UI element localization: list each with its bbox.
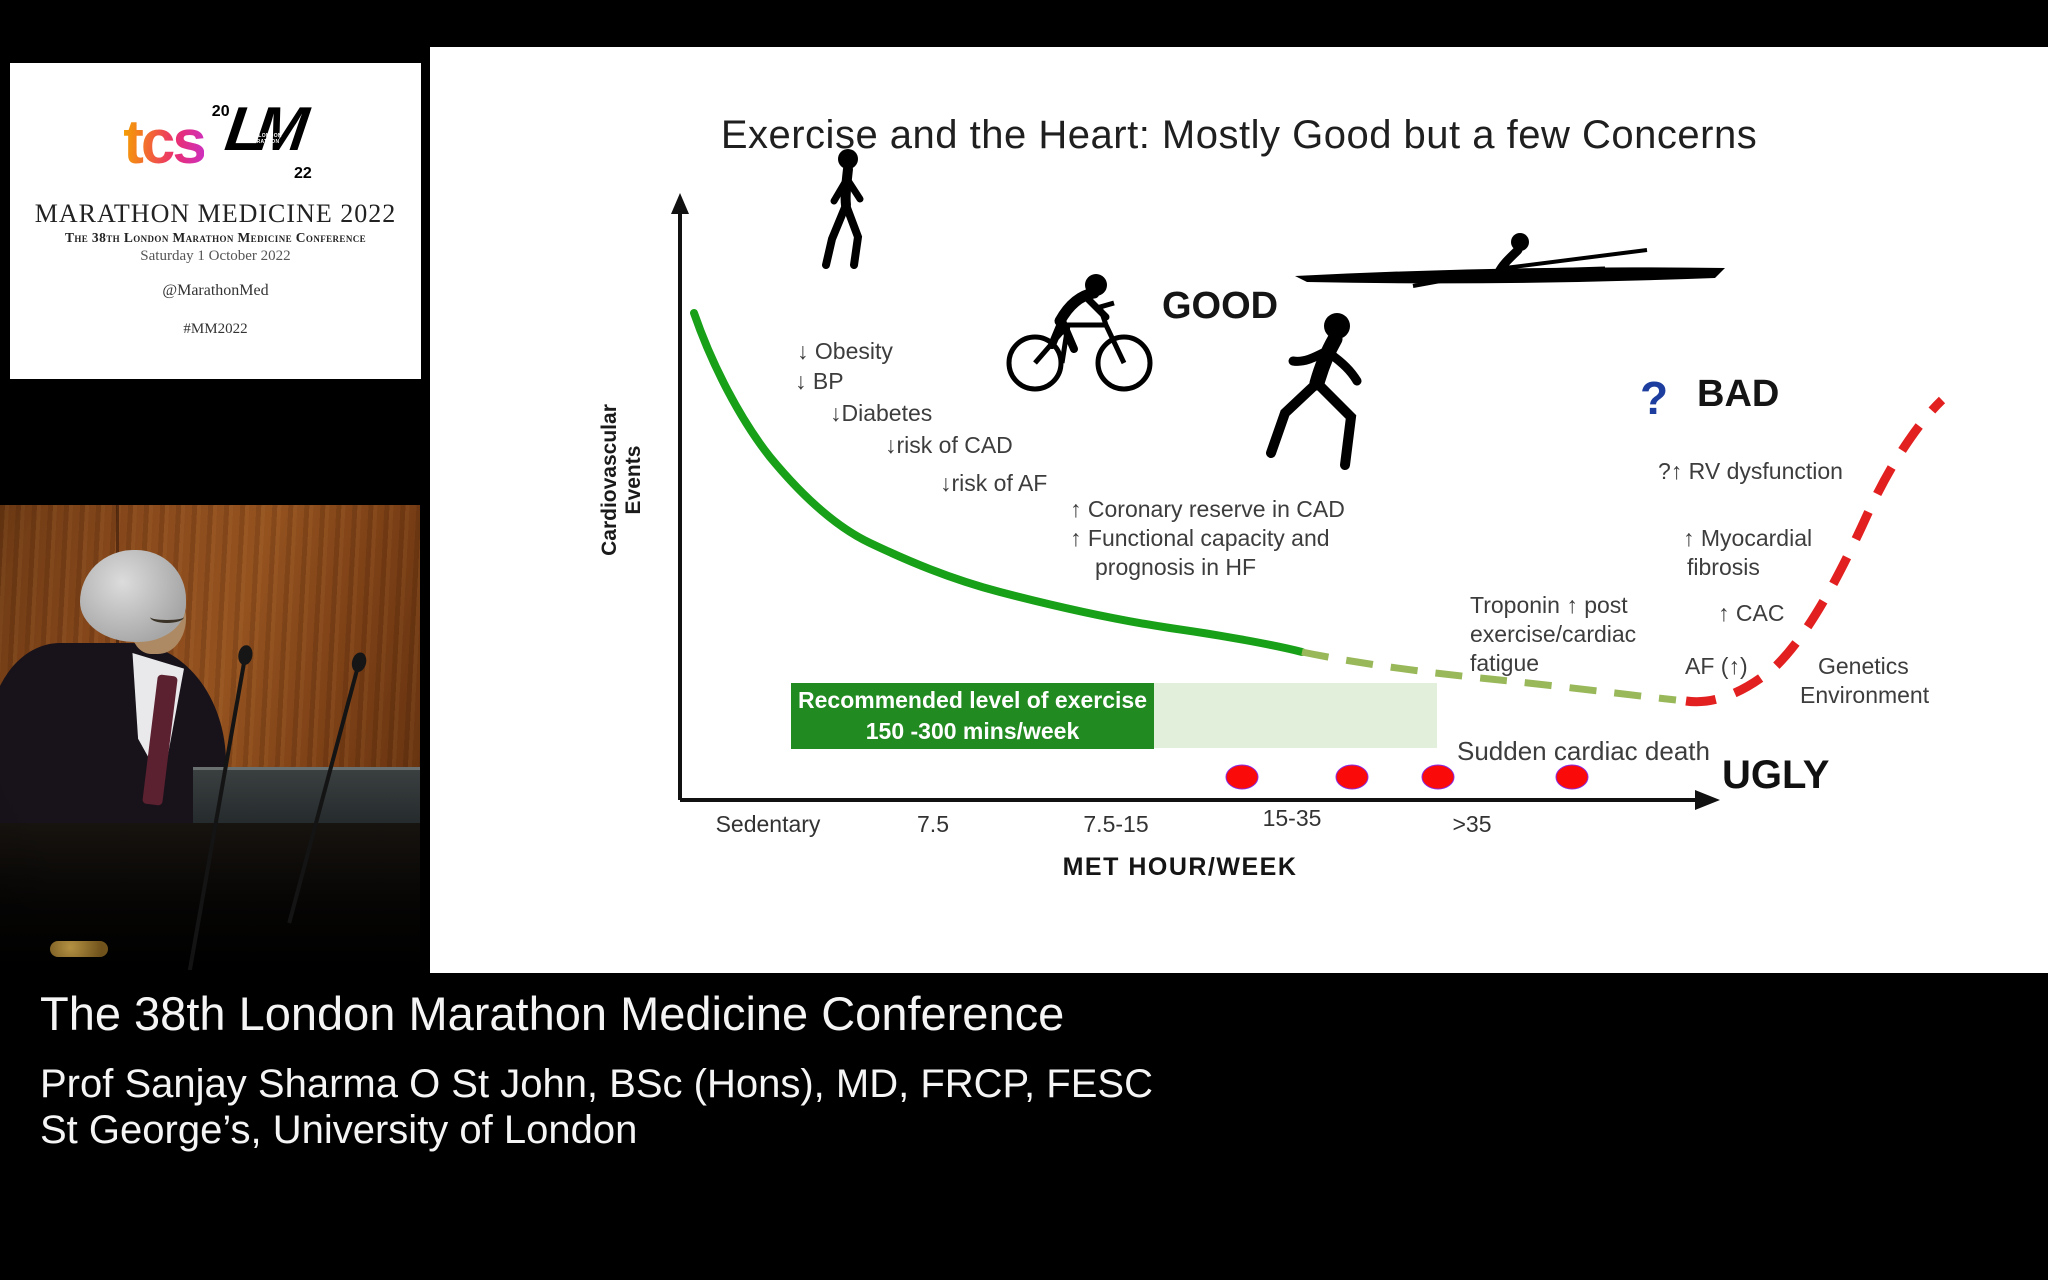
note-genetics: Genetics	[1818, 653, 1909, 679]
presenter-glasses	[150, 611, 184, 623]
x-axis-title: MET HOUR/WEEK	[1062, 853, 1298, 881]
ugly-label: UGLY	[1722, 753, 1830, 797]
recommended-band-extension	[1154, 683, 1437, 748]
x-axis-arrow-icon	[1695, 790, 1720, 810]
note-diabetes: ↓Diabetes	[830, 400, 933, 426]
london-marathon-monogram: 20 LM TCS LONDON MARATHON 22	[211, 95, 312, 182]
death-dot	[1335, 764, 1369, 790]
lectern-brass-fitting	[50, 941, 108, 957]
lm-monogram-letters: LM	[221, 95, 305, 164]
rower-icon	[1295, 233, 1725, 288]
card-subtitle: The 38th London Marathon Medicine Confer…	[64, 230, 367, 245]
note-af: AF (↑)	[1685, 653, 1748, 679]
x-tick-15-35: 15-35	[1262, 805, 1322, 831]
card-title: MARATHON MEDICINE 2022	[34, 199, 397, 228]
runner-icon	[1266, 313, 1362, 470]
conference-badge-card: tcs 20 LM TCS LONDON MARATHON 22 MARATHO…	[10, 63, 421, 379]
note-troponin-3: fatigue	[1470, 650, 1540, 676]
logo-year-bottom: 22	[294, 165, 312, 182]
uncertain-curve	[1301, 648, 1677, 704]
y-axis-label: Cardiovascular Events	[598, 404, 645, 556]
death-dot	[1555, 764, 1589, 790]
note-risk-cad: ↓risk of CAD	[885, 432, 1013, 458]
video-vignette	[0, 505, 420, 970]
speaker-video	[0, 505, 420, 970]
walking-person-icon	[822, 149, 864, 269]
sudden-cardiac-death-dots	[1225, 764, 1589, 790]
recommended-line1: Recommended level of exercise	[798, 687, 1147, 713]
presentation-slide: Exercise and the Heart: Mostly Good but …	[430, 47, 2048, 973]
caption-affiliation: St George’s, University of London	[40, 1108, 638, 1152]
note-troponin-2: exercise/cardiac	[1470, 621, 1637, 647]
recommended-exercise-box: Recommended level of exercise 150 -300 m…	[791, 683, 1154, 749]
presenter-hair	[80, 550, 186, 642]
card-twitter-handle: @MarathonMed	[162, 282, 269, 299]
tcs-london-marathon-logo: tcs 20 LM TCS LONDON MARATHON 22	[10, 95, 421, 185]
note-troponin-1: Troponin ↑ post	[1470, 592, 1628, 618]
y-axis-arrow-icon	[671, 193, 689, 214]
note-functional-capacity: ↑ Functional capacity and	[1070, 525, 1330, 551]
note-sudden-cardiac-death: Sudden cardiac death	[1457, 736, 1710, 766]
note-coronary-reserve: ↑ Coronary reserve in CAD	[1070, 496, 1345, 522]
lm-monogram-caption: TCS LONDON MARATHON	[245, 133, 282, 145]
risk-curve	[1685, 396, 1946, 707]
slide-title: Exercise and the Heart: Mostly Good but …	[720, 113, 1758, 157]
death-dot	[1225, 764, 1259, 790]
exercise-risk-chart	[671, 149, 1946, 810]
note-environment: Environment	[1800, 682, 1930, 708]
note-myocardial: ↑ Myocardial	[1683, 525, 1813, 551]
logo-year-top: 20	[211, 103, 230, 120]
x-axis	[680, 790, 1720, 810]
note-bp: ↓ BP	[795, 368, 844, 394]
note-obesity: ↓ Obesity	[797, 338, 893, 364]
cyclist-icon	[1006, 274, 1153, 392]
card-date: Saturday 1 October 2022	[140, 248, 291, 264]
x-tick-sedentary: Sedentary	[715, 811, 821, 837]
card-hashtag: #MM2022	[183, 321, 248, 337]
benefit-curve	[690, 309, 1306, 656]
note-risk-af: ↓risk of AF	[940, 470, 1048, 496]
y-axis	[671, 193, 689, 800]
recommended-line2: 150 -300 mins/week	[865, 718, 1080, 744]
x-tick-7-5: 7.5	[917, 811, 949, 837]
good-label: GOOD	[1162, 285, 1279, 327]
note-cac: ↑ CAC	[1718, 600, 1785, 626]
caption-conference-title: The 38th London Marathon Medicine Confer…	[40, 987, 1065, 1040]
lectern-monitor	[193, 767, 420, 830]
bad-question-mark: ?	[1640, 372, 1669, 424]
bad-label: BAD	[1697, 373, 1780, 415]
note-prognosis-hf: prognosis in HF	[1095, 554, 1257, 580]
caption-speaker-name: Prof Sanjay Sharma O St John, BSc (Hons)…	[40, 1062, 1153, 1106]
x-tick-7-5-15: 7.5-15	[1083, 811, 1149, 837]
x-tick-gt35: >35	[1452, 811, 1492, 837]
death-dot	[1421, 764, 1455, 790]
note-fibrosis: fibrosis	[1687, 554, 1760, 580]
tcs-logo: tcs	[123, 108, 207, 177]
note-rv-dysfunction: ?↑ RV dysfunction	[1658, 458, 1843, 484]
